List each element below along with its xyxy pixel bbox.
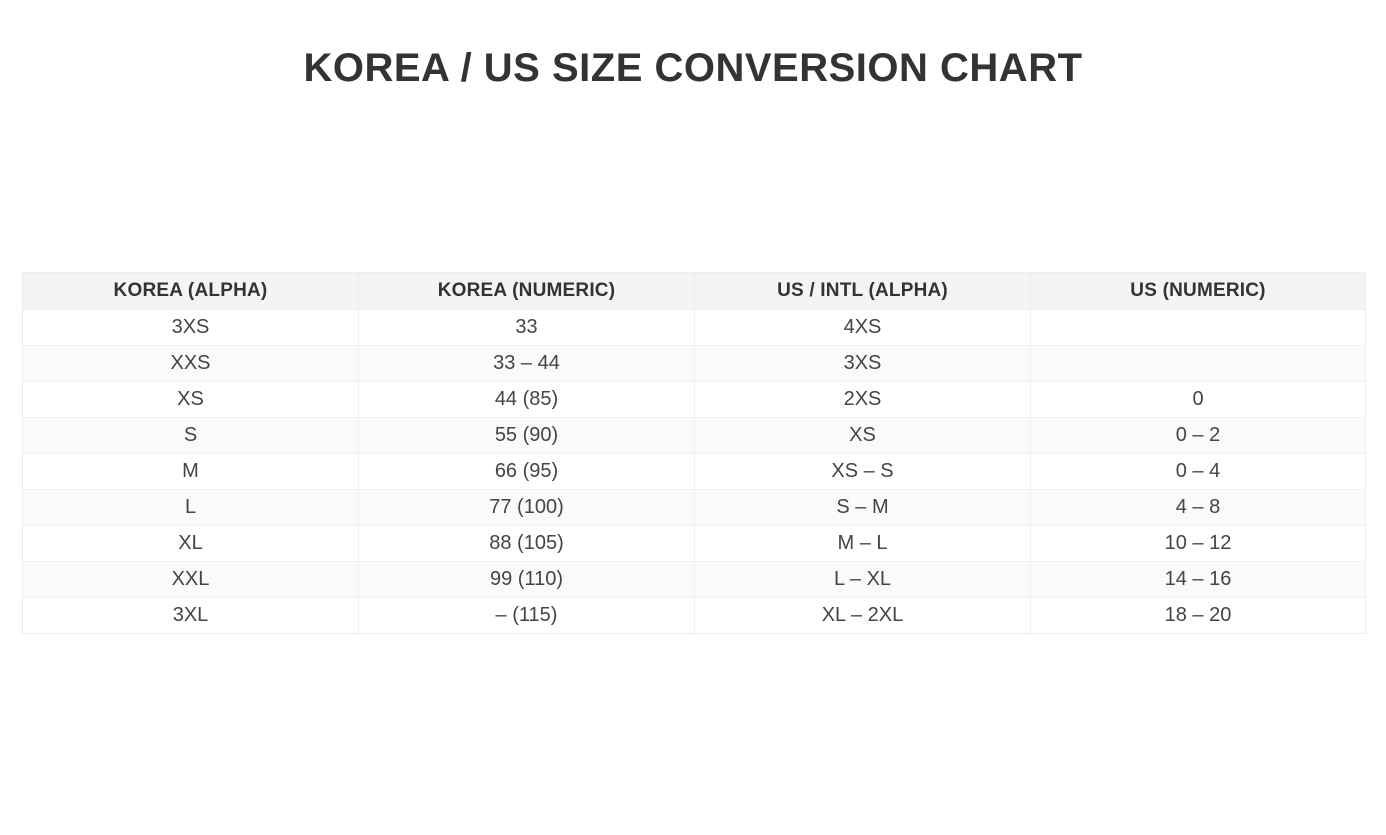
table-header-row: KOREA (ALPHA) KOREA (NUMERIC) US / INTL … <box>22 272 1366 310</box>
size-conversion-table: KOREA (ALPHA) KOREA (NUMERIC) US / INTL … <box>22 272 1366 634</box>
column-header-us-intl-alpha: US / INTL (ALPHA) <box>694 272 1031 310</box>
cell-korea-alpha: S <box>22 417 359 454</box>
cell-us-intl-alpha: XS <box>694 417 1031 454</box>
table-row: 3XS 33 4XS <box>22 309 1366 346</box>
cell-korea-numeric: – (115) <box>358 597 695 634</box>
cell-us-numeric <box>1030 309 1366 346</box>
cell-korea-numeric: 44 (85) <box>358 381 695 418</box>
column-header-us-numeric: US (NUMERIC) <box>1030 272 1366 310</box>
column-header-korea-numeric: KOREA (NUMERIC) <box>358 272 695 310</box>
cell-korea-numeric: 55 (90) <box>358 417 695 454</box>
column-header-korea-alpha: KOREA (ALPHA) <box>22 272 359 310</box>
cell-us-intl-alpha: M – L <box>694 525 1031 562</box>
table-row: 3XL – (115) XL – 2XL 18 – 20 <box>22 597 1366 634</box>
cell-us-intl-alpha: 2XS <box>694 381 1031 418</box>
cell-korea-numeric: 33 <box>358 309 695 346</box>
table-row: S 55 (90) XS 0 – 2 <box>22 417 1366 454</box>
cell-korea-alpha: XXS <box>22 345 359 382</box>
table-row: XXL 99 (110) L – XL 14 – 16 <box>22 561 1366 598</box>
cell-us-numeric: 0 – 2 <box>1030 417 1366 454</box>
table-row: XL 88 (105) M – L 10 – 12 <box>22 525 1366 562</box>
cell-korea-numeric: 33 – 44 <box>358 345 695 382</box>
cell-us-numeric: 4 – 8 <box>1030 489 1366 526</box>
size-conversion-table-container: KOREA (ALPHA) KOREA (NUMERIC) US / INTL … <box>22 272 1366 634</box>
cell-us-numeric <box>1030 345 1366 382</box>
cell-korea-alpha: 3XS <box>22 309 359 346</box>
cell-us-numeric: 18 – 20 <box>1030 597 1366 634</box>
cell-korea-alpha: XXL <box>22 561 359 598</box>
table-row: XXS 33 – 44 3XS <box>22 345 1366 382</box>
cell-korea-alpha: XS <box>22 381 359 418</box>
cell-us-intl-alpha: 4XS <box>694 309 1031 346</box>
table-header: KOREA (ALPHA) KOREA (NUMERIC) US / INTL … <box>22 272 1366 310</box>
cell-korea-alpha: 3XL <box>22 597 359 634</box>
cell-korea-alpha: L <box>22 489 359 526</box>
cell-korea-numeric: 99 (110) <box>358 561 695 598</box>
table-row: M 66 (95) XS – S 0 – 4 <box>22 453 1366 490</box>
cell-us-numeric: 10 – 12 <box>1030 525 1366 562</box>
page-title: KOREA / US SIZE CONVERSION CHART <box>303 45 1083 90</box>
cell-us-numeric: 0 – 4 <box>1030 453 1366 490</box>
table-row: L 77 (100) S – M 4 – 8 <box>22 489 1366 526</box>
cell-korea-alpha: M <box>22 453 359 490</box>
table-body: 3XS 33 4XS XXS 33 – 44 3XS XS 44 (85) 2X… <box>22 309 1366 634</box>
cell-us-intl-alpha: XL – 2XL <box>694 597 1031 634</box>
table-row: XS 44 (85) 2XS 0 <box>22 381 1366 418</box>
cell-korea-numeric: 88 (105) <box>358 525 695 562</box>
cell-us-intl-alpha: 3XS <box>694 345 1031 382</box>
cell-us-numeric: 0 <box>1030 381 1366 418</box>
cell-korea-numeric: 77 (100) <box>358 489 695 526</box>
cell-us-intl-alpha: L – XL <box>694 561 1031 598</box>
cell-us-numeric: 14 – 16 <box>1030 561 1366 598</box>
cell-korea-numeric: 66 (95) <box>358 453 695 490</box>
cell-korea-alpha: XL <box>22 525 359 562</box>
cell-us-intl-alpha: S – M <box>694 489 1031 526</box>
cell-us-intl-alpha: XS – S <box>694 453 1031 490</box>
